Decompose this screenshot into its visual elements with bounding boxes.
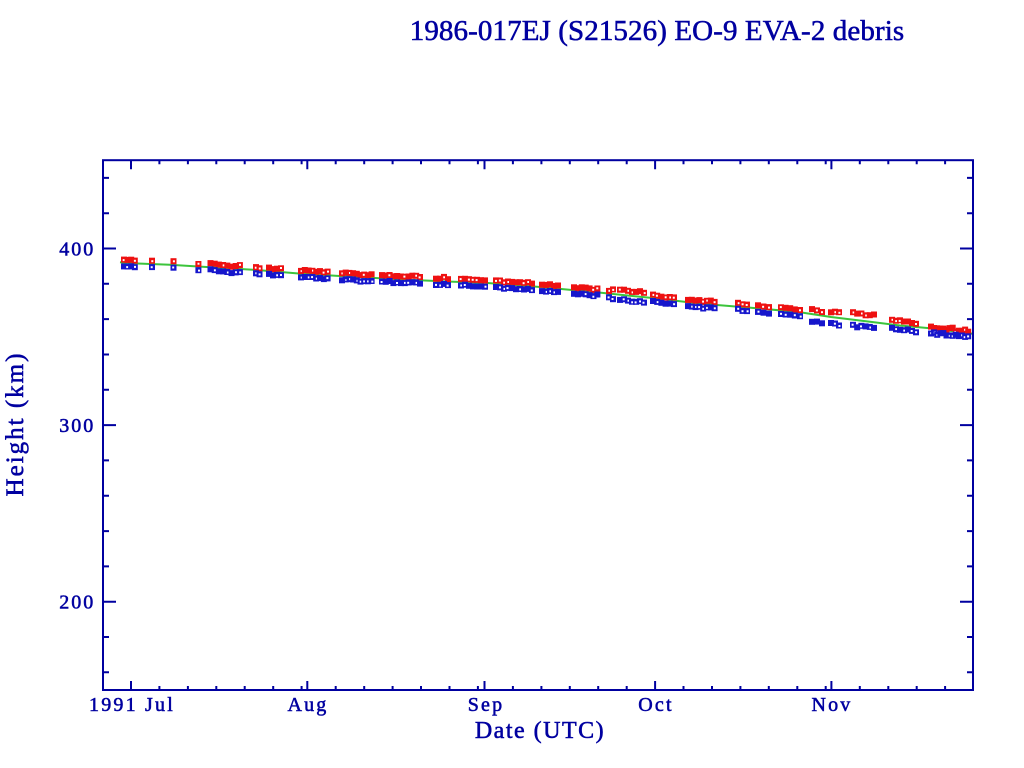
svg-text:Aug: Aug <box>287 694 328 716</box>
svg-text:300: 300 <box>59 415 95 437</box>
svg-text:Oct: Oct <box>638 694 673 716</box>
svg-text:Nov: Nov <box>811 694 852 716</box>
svg-text:200: 200 <box>59 592 95 614</box>
svg-text:1991 Jul: 1991 Jul <box>89 694 175 716</box>
svg-text:Sep: Sep <box>468 694 505 716</box>
svg-text:400: 400 <box>59 238 95 260</box>
svg-text:1986-017EJ (S21526) EO-9 EVA-2: 1986-017EJ (S21526) EO-9 EVA-2 debris <box>410 15 905 47</box>
svg-text:Date (UTC): Date (UTC) <box>475 718 605 744</box>
svg-text:Height (km): Height (km) <box>2 352 29 497</box>
